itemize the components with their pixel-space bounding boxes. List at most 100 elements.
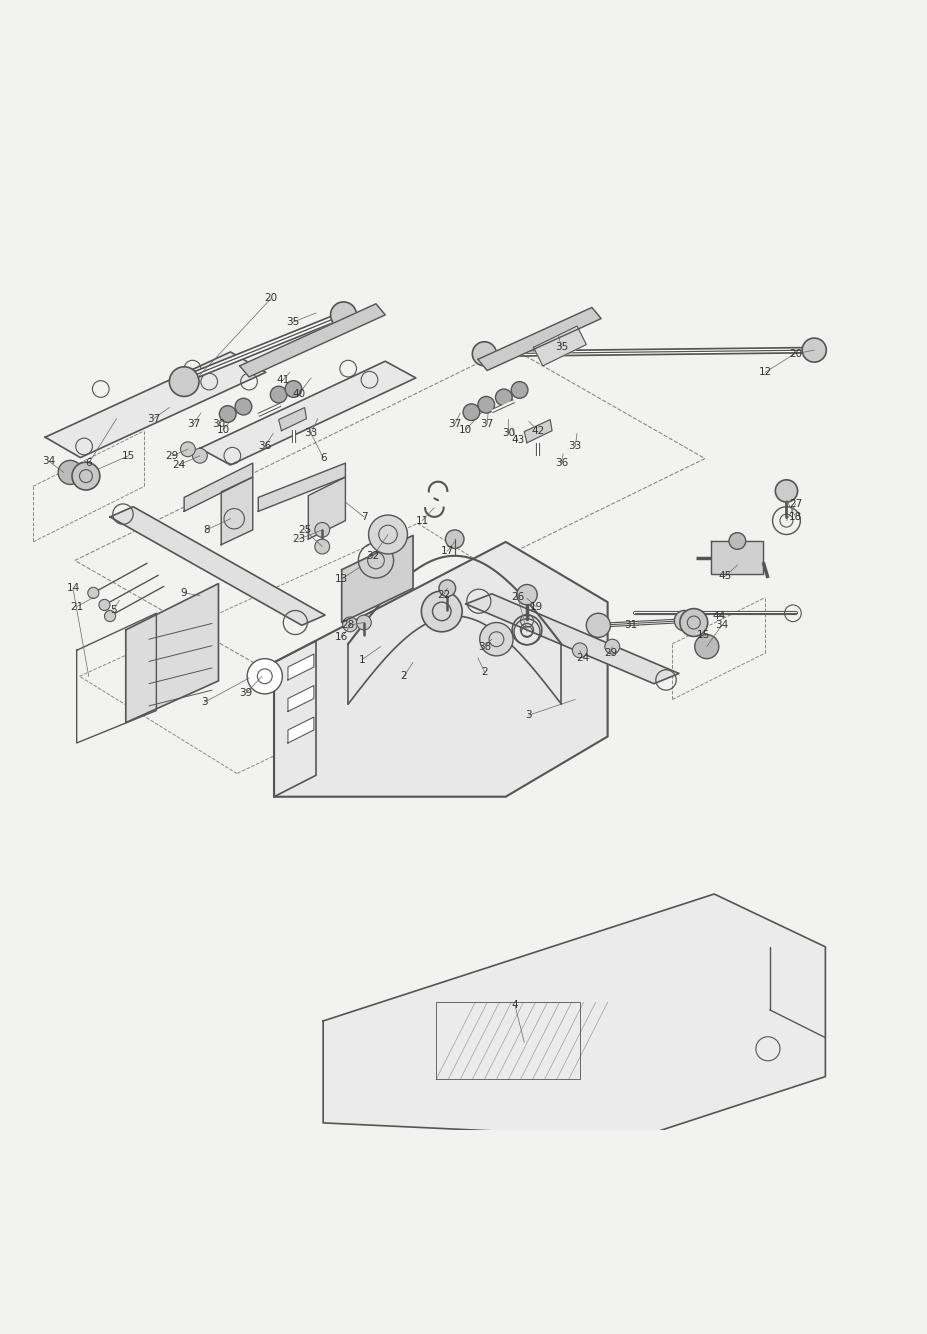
Polygon shape	[287, 718, 313, 743]
Polygon shape	[273, 542, 607, 796]
Circle shape	[247, 659, 282, 694]
Circle shape	[604, 639, 619, 654]
Text: 42: 42	[531, 426, 544, 436]
Polygon shape	[711, 542, 763, 575]
Circle shape	[801, 338, 825, 362]
Circle shape	[479, 623, 513, 656]
Text: 33: 33	[568, 442, 581, 451]
Text: 24: 24	[576, 652, 589, 663]
Circle shape	[285, 380, 301, 398]
Polygon shape	[465, 594, 679, 684]
Text: 30: 30	[502, 428, 514, 439]
Text: 36: 36	[554, 458, 567, 468]
Text: 24: 24	[171, 460, 185, 470]
Text: 35: 35	[286, 317, 298, 327]
Text: 15: 15	[121, 451, 135, 460]
Circle shape	[495, 390, 512, 406]
Text: 35: 35	[554, 343, 567, 352]
Circle shape	[105, 611, 116, 622]
Circle shape	[445, 530, 464, 548]
Text: 37: 37	[480, 419, 493, 430]
Text: 3: 3	[525, 710, 531, 720]
Polygon shape	[110, 507, 324, 626]
Circle shape	[72, 462, 100, 490]
Text: 8: 8	[203, 524, 210, 535]
Text: 38: 38	[477, 642, 490, 651]
Text: 12: 12	[757, 367, 771, 378]
Text: 34: 34	[43, 456, 56, 467]
Polygon shape	[477, 307, 601, 371]
Circle shape	[463, 404, 479, 420]
Polygon shape	[126, 583, 218, 723]
Polygon shape	[524, 420, 552, 443]
Circle shape	[235, 399, 251, 415]
Circle shape	[219, 406, 235, 423]
Circle shape	[99, 599, 110, 611]
Text: 20: 20	[788, 348, 802, 359]
Text: 3: 3	[201, 698, 208, 707]
Circle shape	[356, 615, 371, 630]
Circle shape	[421, 591, 462, 632]
Circle shape	[192, 448, 207, 463]
Text: 33: 33	[304, 428, 317, 439]
Polygon shape	[323, 894, 824, 1138]
Text: 1: 1	[359, 655, 365, 664]
Polygon shape	[287, 654, 313, 680]
Text: 31: 31	[624, 620, 637, 630]
Text: 18: 18	[788, 512, 802, 522]
Text: 2: 2	[400, 671, 407, 682]
Circle shape	[674, 611, 694, 631]
Circle shape	[472, 342, 496, 366]
Text: 30: 30	[211, 419, 224, 430]
Text: 4: 4	[511, 1000, 517, 1010]
Text: 6: 6	[85, 458, 92, 468]
Text: 45: 45	[717, 571, 731, 582]
Circle shape	[270, 387, 286, 403]
Circle shape	[477, 396, 494, 414]
Text: 15: 15	[695, 630, 709, 639]
Text: 32: 32	[366, 551, 379, 560]
Polygon shape	[341, 535, 413, 623]
Text: 14: 14	[66, 583, 80, 594]
Circle shape	[314, 539, 329, 554]
Text: 9: 9	[181, 588, 187, 598]
Text: 6: 6	[320, 452, 326, 463]
Text: 21: 21	[70, 602, 83, 612]
Polygon shape	[45, 352, 265, 458]
Text: 29: 29	[603, 648, 616, 658]
Text: 37: 37	[186, 419, 200, 430]
Text: 40: 40	[292, 388, 305, 399]
Polygon shape	[239, 304, 385, 378]
Circle shape	[679, 608, 707, 636]
Circle shape	[314, 523, 329, 538]
Text: 27: 27	[788, 499, 802, 508]
Circle shape	[342, 616, 357, 632]
Circle shape	[88, 587, 99, 599]
Polygon shape	[184, 463, 252, 511]
Circle shape	[330, 301, 356, 328]
Text: 17: 17	[440, 546, 453, 556]
Text: 44: 44	[711, 611, 725, 622]
Polygon shape	[533, 325, 586, 366]
Text: 7: 7	[361, 512, 367, 522]
Circle shape	[586, 614, 610, 638]
Polygon shape	[308, 478, 345, 539]
Text: 5: 5	[110, 604, 117, 615]
Text: 19: 19	[529, 602, 542, 612]
Text: 37: 37	[448, 419, 461, 430]
Circle shape	[511, 382, 527, 399]
Polygon shape	[221, 478, 252, 544]
Polygon shape	[287, 686, 313, 711]
Circle shape	[694, 635, 718, 659]
Text: 25: 25	[298, 524, 311, 535]
Circle shape	[58, 460, 83, 484]
Polygon shape	[278, 408, 306, 431]
Circle shape	[438, 580, 455, 596]
Text: 37: 37	[146, 414, 160, 424]
Polygon shape	[258, 463, 345, 511]
Text: 13: 13	[335, 574, 348, 584]
Text: 10: 10	[216, 424, 229, 435]
Circle shape	[180, 442, 195, 456]
Text: 11: 11	[415, 516, 428, 526]
Text: 43: 43	[511, 435, 524, 446]
